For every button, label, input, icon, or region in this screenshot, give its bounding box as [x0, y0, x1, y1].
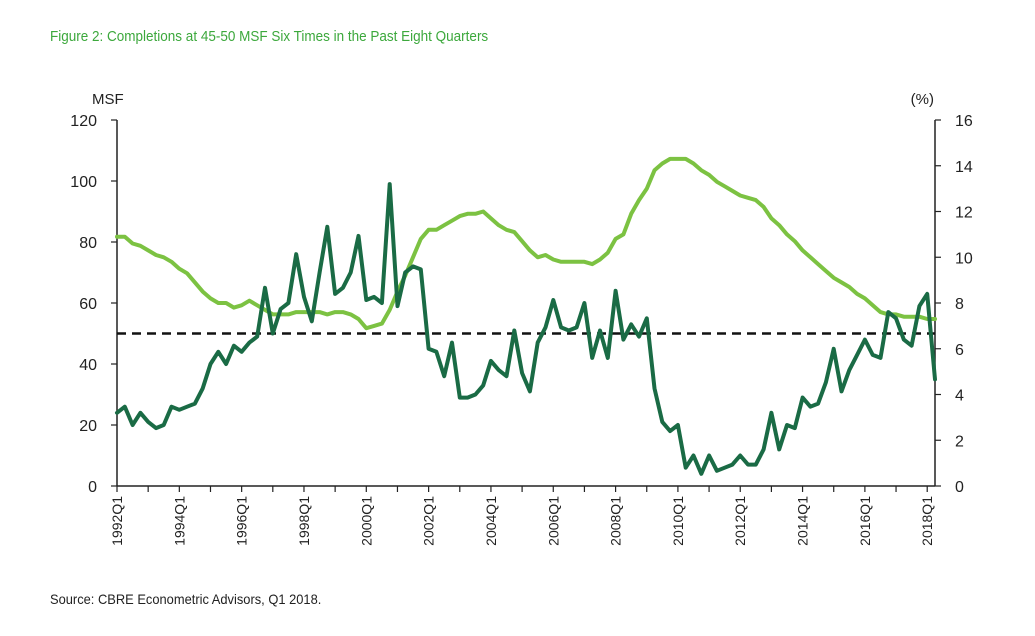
right-axis-tick-label: 4 — [955, 388, 964, 405]
x-axis-tick-label: 1998Q1 — [296, 496, 312, 546]
x-axis-tick-label: 1992Q1 — [109, 496, 125, 546]
left-axis-tick-label: 100 — [70, 174, 97, 191]
x-axis-tick-label: 2012Q1 — [732, 496, 748, 546]
left-axis-tick-label: 120 — [70, 113, 97, 130]
right-axis-tick-label: 6 — [955, 342, 964, 359]
x-axis-tick-label: 2014Q1 — [795, 496, 811, 546]
right-axis-tick-label: 8 — [955, 296, 964, 313]
x-axis-tick-label: 2010Q1 — [670, 496, 686, 546]
left-axis-tick-label: 60 — [79, 296, 97, 313]
x-axis-tick-label: 2016Q1 — [857, 496, 873, 546]
right-axis-tick-label: 0 — [955, 479, 964, 496]
series-line-vacancy — [115, 156, 937, 331]
left-axis-tick-label: 40 — [79, 357, 97, 374]
x-axis-tick-label: 2018Q1 — [919, 496, 935, 546]
chart-axes: 0 20 40 60 80 100 120 0 2 4 6 8 10 12 14 16 1992Q1 1994Q1… — [70, 113, 973, 546]
x-axis-tick-label: 2008Q1 — [608, 496, 624, 546]
chart: 0 20 40 60 80 100 120 0 2 4 6 8 10 12 14 16 1992Q1 1994Q1… — [70, 91, 973, 546]
x-axis-tick-label: 1996Q1 — [234, 496, 250, 546]
chart-title: Figure 2: Completions at 45-50 MSF Six T… — [50, 28, 489, 45]
left-axis-tick-label: 80 — [79, 235, 97, 252]
x-axis-tick-label: 2002Q1 — [421, 496, 437, 546]
source-note: Source: CBRE Econometric Advisors, Q1 20… — [50, 591, 322, 607]
right-axis-tick-label: 14 — [955, 159, 973, 176]
left-axis-tick-label: 0 — [88, 479, 97, 496]
left-axis-unit: MSF — [92, 91, 124, 108]
x-axis-tick-label: 2004Q1 — [483, 496, 499, 546]
x-axis-tick-label: 2006Q1 — [545, 496, 561, 546]
right-axis-tick-label: 10 — [955, 250, 973, 267]
series-line-completions — [115, 182, 937, 476]
left-axis-tick-label: 20 — [79, 418, 97, 435]
chart-series-layer — [115, 156, 937, 476]
x-axis-tick-label: 2000Q1 — [358, 496, 374, 546]
right-axis-tick-label: 2 — [955, 433, 964, 450]
x-axis-tick-label: 1994Q1 — [171, 496, 187, 546]
right-axis-tick-label: 16 — [955, 113, 973, 130]
right-axis-unit: (%) — [911, 91, 934, 108]
right-axis-tick-label: 12 — [955, 205, 973, 222]
